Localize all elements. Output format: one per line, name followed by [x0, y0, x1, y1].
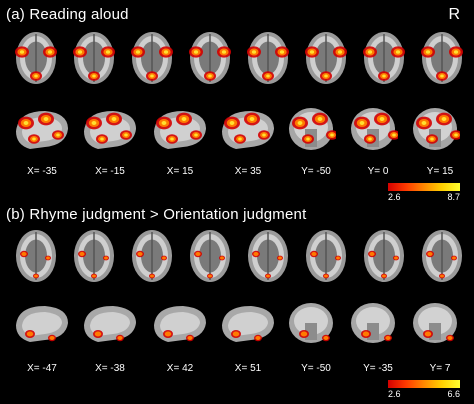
axial-slice-b-5: [246, 228, 290, 284]
axial-slice-a-6: [304, 30, 348, 86]
colorbar-a-min: 2.6: [388, 192, 401, 202]
slice-b-1: [12, 300, 72, 346]
axial-slice-a-8: [420, 30, 464, 86]
slice-a-2: [80, 105, 140, 153]
colorbar-b: 2.6 6.6: [388, 380, 460, 399]
axial-slice-b-4: [188, 228, 232, 284]
slice-b-4: [218, 300, 278, 346]
axial-slice-b-2: [72, 228, 116, 284]
panel-a-label: (a): [6, 6, 25, 23]
coordinate-label: Y= 15: [426, 166, 454, 177]
coordinate-label: Y= -50: [301, 363, 331, 374]
coordinate-label: X= 51: [234, 363, 262, 374]
coordinate-label: X= 15: [166, 166, 194, 177]
sagittal-coronal-row-a: [0, 105, 474, 185]
coordinate-label: X= -38: [95, 363, 125, 374]
coordinate-label: X= 42: [166, 363, 194, 374]
coordinate-label: Y= -50: [301, 166, 331, 177]
colorbar-a-max: 8.7: [447, 192, 460, 202]
slice-b-3: [150, 300, 210, 346]
orientation-marker: R: [448, 6, 460, 23]
slice-b-7: [410, 300, 460, 346]
colorbar-b-max: 6.6: [447, 389, 460, 399]
axial-slice-a-7: [362, 30, 406, 86]
axial-slice-a-4: [188, 30, 232, 86]
coordinate-label: X= 35: [234, 166, 262, 177]
axial-slice-a-5: [246, 30, 290, 86]
slice-b-5: [286, 300, 336, 346]
panel-b-title-text: Rhyme judgment > Orientation judgment: [29, 206, 307, 223]
colorbar-b-min: 2.6: [388, 389, 401, 399]
sagittal-coronal-row-b: [0, 300, 474, 380]
axial-slice-b-8: [420, 228, 464, 284]
panel-b-rhyme-judgment: (b) Rhyme judgment > Orientation judgmen…: [0, 200, 474, 404]
axial-slice-a-3: [130, 30, 174, 86]
colorbar-a-gradient: [388, 183, 460, 191]
colorbar-a: 2.6 8.7: [388, 183, 460, 202]
coordinate-label: X= -47: [27, 363, 57, 374]
slice-a-3: [150, 105, 210, 153]
panel-a-title-text: Reading aloud: [29, 6, 129, 23]
axial-slice-b-1: [14, 228, 58, 284]
panel-b-label: (b): [6, 206, 25, 223]
axial-slice-b-3: [130, 228, 174, 284]
colorbar-b-gradient: [388, 380, 460, 388]
coordinate-label: X= -15: [95, 166, 125, 177]
axial-slice-b-6: [304, 228, 348, 284]
panel-b-title: (b) Rhyme judgment > Orientation judgmen…: [6, 206, 306, 223]
axial-slices-row-a: [0, 30, 474, 110]
coordinate-label: Y= 7: [429, 363, 451, 374]
slice-b-2: [80, 300, 140, 346]
slice-a-5: [286, 105, 336, 153]
slice-b-6: [348, 300, 398, 346]
axial-slice-a-1: [14, 30, 58, 86]
coordinate-label: X= -35: [27, 166, 57, 177]
coordinate-label: Y= 0: [367, 166, 389, 177]
panel-a-reading-aloud: (a) Reading aloud R X= -35 X= -15 X= 15 X= …: [0, 0, 474, 202]
slice-a-4: [218, 105, 278, 153]
axial-slice-b-7: [362, 228, 406, 284]
panel-a-title: (a) Reading aloud: [6, 6, 129, 23]
axial-slices-row-b: [0, 228, 474, 308]
axial-slice-a-2: [72, 30, 116, 86]
coordinate-label: Y= -35: [363, 363, 393, 374]
slice-a-7: [410, 105, 460, 153]
slice-a-6: [348, 105, 398, 153]
slice-a-1: [12, 105, 72, 153]
